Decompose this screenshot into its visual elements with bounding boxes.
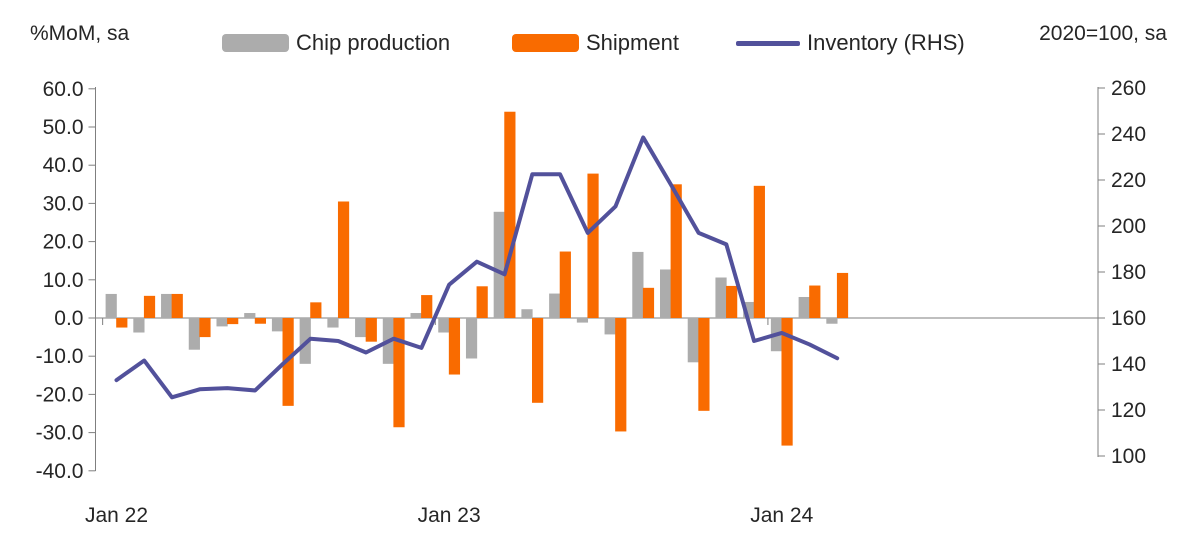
bar-chip-production <box>632 251 644 318</box>
bar-chip-production <box>660 269 672 318</box>
left-axis-tick-label: 30.0 <box>43 192 84 215</box>
bar-chip-production <box>604 318 616 335</box>
bar-chip-production <box>549 293 561 318</box>
bar-shipment <box>587 173 599 318</box>
bar-shipment <box>836 272 849 318</box>
right-axis-tick-label: 220 <box>1111 169 1146 192</box>
bar-shipment <box>448 318 461 375</box>
bar-chip-production <box>410 313 422 318</box>
bar-shipment <box>254 318 266 324</box>
legend-item-shipment: Shipment <box>512 30 679 56</box>
chart-legend: Chip production Shipment Inventory (RHS) <box>0 30 1191 56</box>
right-axis-tick-label: 160 <box>1111 307 1146 330</box>
legend-item-inventory: Inventory (RHS) <box>736 30 965 56</box>
left-axis-title: %MoM, sa <box>30 22 130 45</box>
bar-chip-production <box>493 211 505 318</box>
bar-chip-production <box>327 318 339 328</box>
bar-chip-production <box>438 318 450 333</box>
bar-shipment <box>670 184 682 318</box>
bar-shipment <box>171 293 183 318</box>
bar-chip-production <box>271 318 284 332</box>
bar-shipment <box>365 318 377 342</box>
x-axis-label: Jan 22 <box>85 504 148 527</box>
bar-chip-production <box>216 318 228 327</box>
bar-chip-production <box>521 309 533 318</box>
left-axis-tick-label: 10.0 <box>43 269 84 292</box>
chip-production-swatch <box>222 34 289 52</box>
left-axis-tick-label: 60.0 <box>43 78 84 101</box>
right-axis-tick-label: 200 <box>1111 215 1146 238</box>
legend-label: Inventory (RHS) <box>807 30 965 55</box>
right-axis-tick-label: 260 <box>1111 77 1146 100</box>
inventory-line <box>114 135 840 400</box>
right-axis-tick-label: 100 <box>1111 445 1146 468</box>
shipment-swatch <box>512 34 579 52</box>
bar-shipment <box>753 185 765 318</box>
left-axis-tick-label: -10.0 <box>36 345 84 368</box>
bar-shipment <box>199 318 211 338</box>
bar-chip-production <box>743 301 755 318</box>
right-axis-tick-label: 240 <box>1111 123 1146 146</box>
bar-chip-production <box>798 296 810 318</box>
bar-chip-production <box>687 318 699 363</box>
legend-label: Chip production <box>296 30 451 55</box>
bar-shipment <box>282 318 294 406</box>
bar-shipment <box>227 318 239 325</box>
bar-chip-production <box>105 293 117 318</box>
right-axis-tick-label: 140 <box>1111 353 1146 376</box>
x-axis-label: Jan 23 <box>418 504 481 527</box>
bar-chip-production <box>465 318 478 359</box>
left-axis-tick-label: 20.0 <box>43 231 84 254</box>
left-axis-tick-label: -30.0 <box>36 422 84 445</box>
bar-chip-production <box>715 277 727 318</box>
legend-item-chip-production: Chip production <box>222 30 450 56</box>
left-axis-tick-label: -20.0 <box>36 383 84 406</box>
bar-shipment <box>698 318 710 411</box>
left-axis-tick-label: 0.0 <box>54 307 83 330</box>
left-axis-tick-label: 50.0 <box>43 116 84 139</box>
bar-chip-production <box>826 318 838 324</box>
bar-shipment <box>476 286 488 318</box>
left-axis-tick-label: 40.0 <box>43 154 84 177</box>
bar-chip-production <box>133 318 145 333</box>
bar-shipment <box>143 295 156 318</box>
legend-label: Shipment <box>586 30 679 55</box>
bar-chip-production <box>355 318 367 338</box>
bar-shipment <box>116 318 128 328</box>
inventory-line-swatch <box>736 40 800 46</box>
bar-shipment <box>504 111 516 318</box>
bar-shipment <box>642 287 655 318</box>
right-axis-title: 2020=100, sa <box>1039 22 1167 45</box>
bar-shipment <box>337 201 350 318</box>
bar-shipment <box>393 318 405 428</box>
bar-shipment <box>559 251 571 318</box>
x-axis-label: Jan 24 <box>750 504 813 527</box>
bar-chip-production <box>161 293 173 318</box>
bar-chip-production <box>244 313 256 318</box>
bar-shipment <box>615 318 627 432</box>
bar-shipment <box>726 285 738 318</box>
right-axis-tick-label: 120 <box>1111 399 1146 422</box>
bar-chip-production <box>576 318 589 323</box>
right-axis-tick-label: 180 <box>1111 261 1146 284</box>
bar-shipment <box>421 295 433 318</box>
bar-shipment <box>809 285 821 318</box>
bar-shipment <box>532 318 544 403</box>
bar-shipment <box>310 302 322 318</box>
bar-shipment <box>781 318 793 446</box>
left-axis-tick-label: -40.0 <box>36 460 84 483</box>
bar-chip-production <box>188 318 200 350</box>
